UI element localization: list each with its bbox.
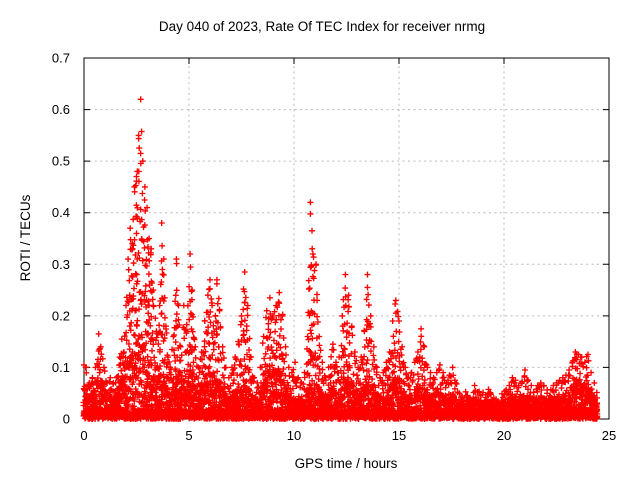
y-tick-label: 0.4 [52,205,70,220]
y-axis-label: ROTI / TECUs [18,194,33,281]
x-axis-label: GPS time / hours [295,456,398,471]
x-tick-label: 20 [497,428,511,443]
y-tick-label: 0.3 [52,257,70,272]
x-tick-label: 5 [185,428,192,443]
chart-title: Day 040 of 2023, Rate Of TEC Index for r… [159,19,485,34]
tick-labels: 0 0.1 0.2 0.3 0.4 0.5 0.6 0.7 0 5 10 15 20 25 [52,51,616,444]
y-tick-label: 0.2 [52,308,70,323]
x-tick-label: 10 [287,428,301,443]
x-tick-label: 0 [80,428,87,443]
y-tick-label: 0.1 [52,360,70,375]
x-tick-label: 15 [392,428,406,443]
y-tick-label: 0.7 [52,51,70,66]
scatter-points [80,96,601,422]
y-tick-label: 0.5 [52,154,70,169]
roti-data-points [80,96,601,422]
x-tick-label: 25 [602,428,616,443]
y-tick-label: 0 [63,412,70,427]
y-tick-label: 0.6 [52,102,70,117]
